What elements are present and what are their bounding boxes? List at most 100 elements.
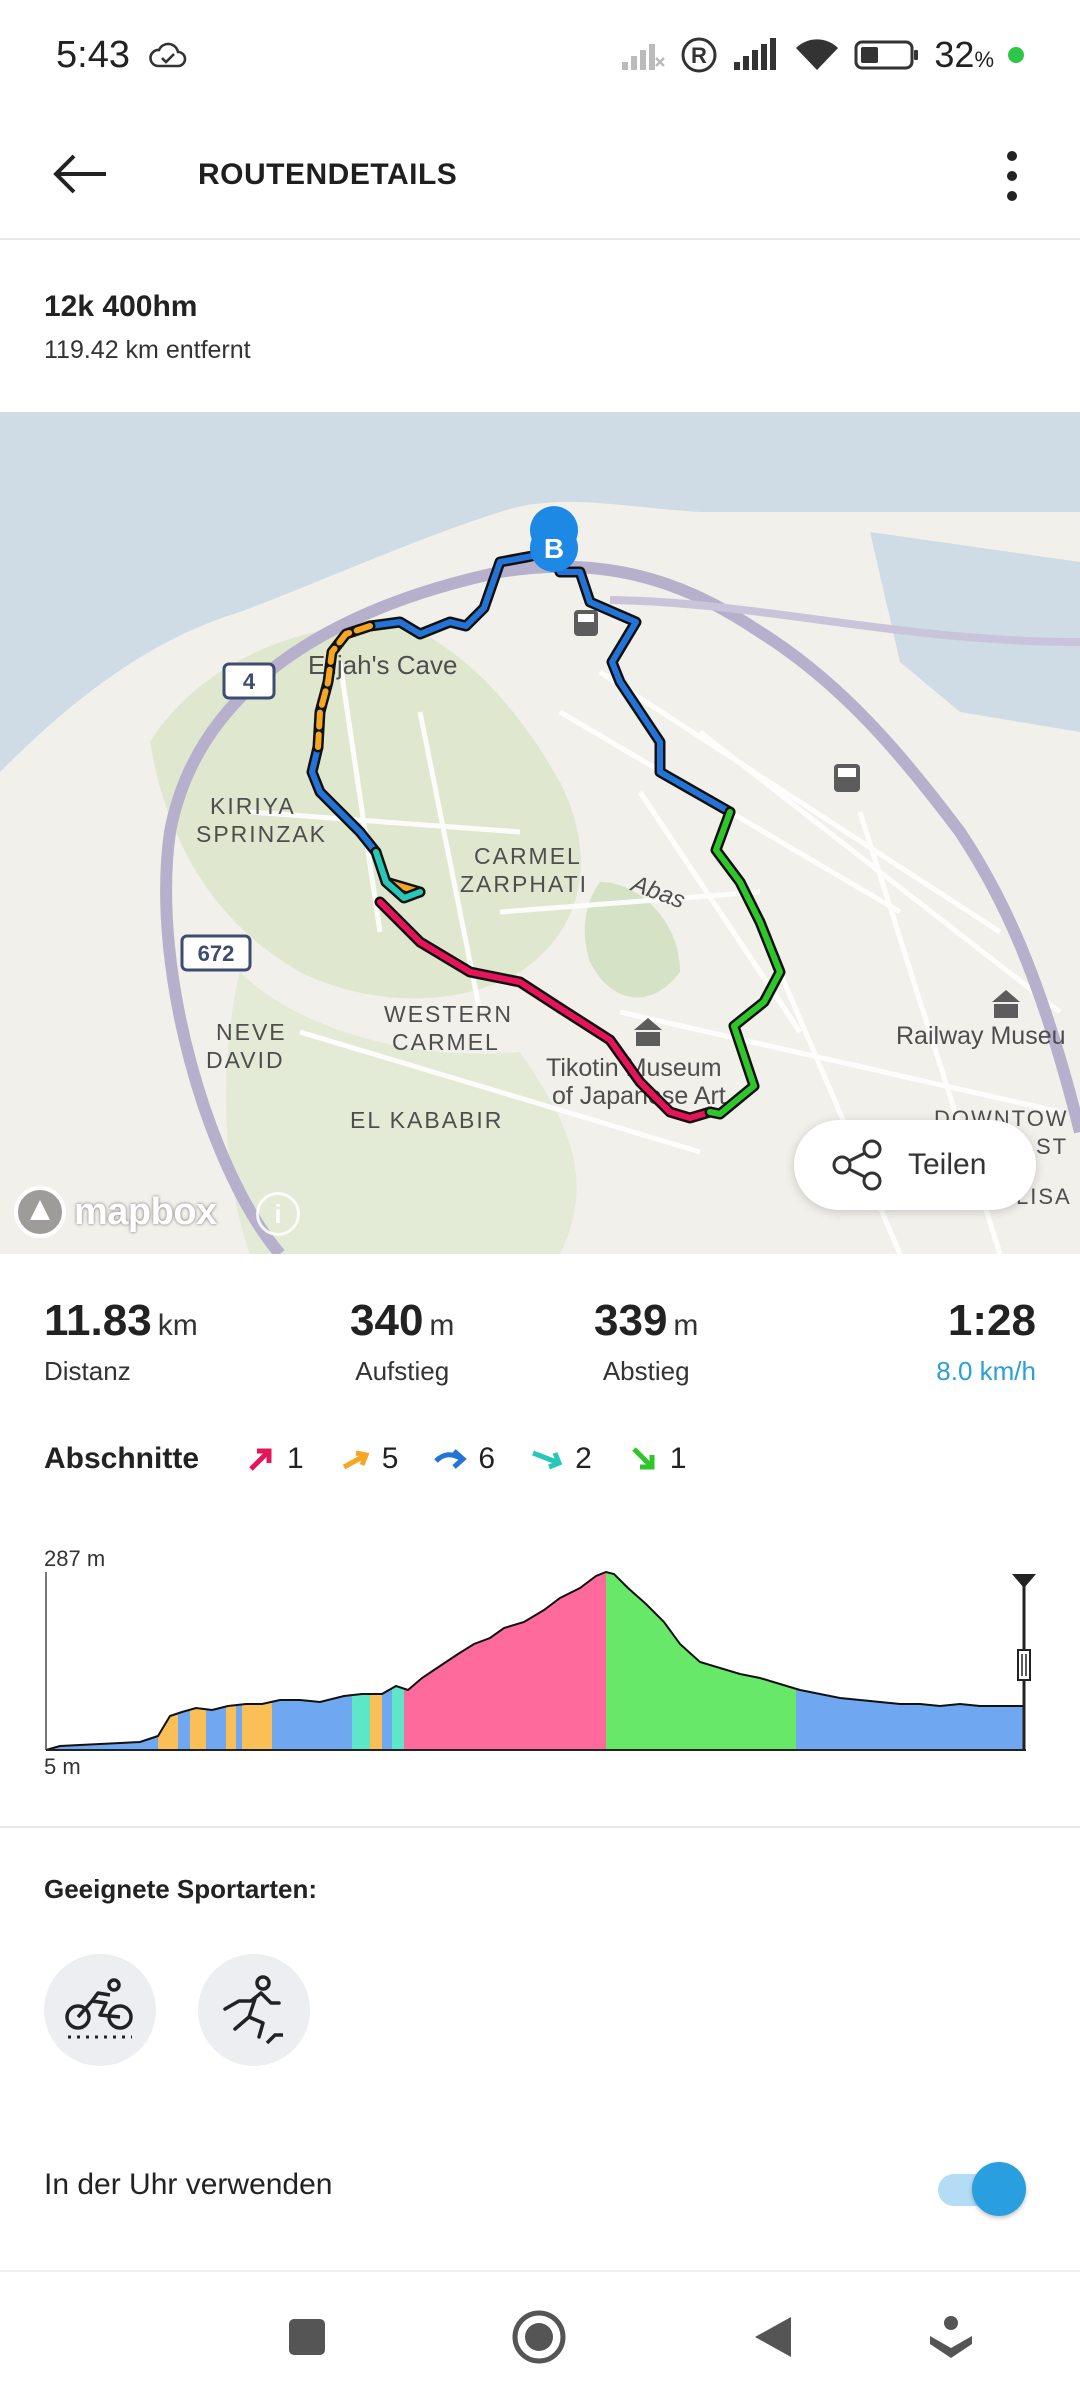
ascent-unit: m [429,1309,455,1342]
section-up: 5 [340,1442,399,1476]
page-title: ROUTENDETAILS [198,158,458,191]
route-name: 12k 400hm [44,290,198,323]
section-count: 1 [669,1442,687,1475]
stat-distance: 11.83 km Distanz [44,1296,198,1387]
battery-percent: 32% [934,34,994,75]
map-label-neve-david-1: NEVE [216,1019,287,1045]
road-shield-672: 672 [180,934,252,972]
mapbox-logo[interactable]: mapbox [12,1184,217,1240]
svg-text:R: R [691,43,707,68]
status-time: 5:43 [56,33,130,76]
mapbox-attribution: mapbox [74,1190,217,1233]
route-stats: 11.83 km Distanz 340 m Aufstieg 339 m Absti… [0,1296,1080,1386]
home-circle-icon [512,2310,566,2364]
status-bar: 5:43 R 32% [0,0,1080,110]
elevation-min-label: 5 m [44,1754,81,1779]
assistant-icon [930,2316,972,2358]
back-nav-button[interactable] [738,2302,808,2372]
route-end-marker[interactable]: B [530,506,578,572]
mapbox-icon [14,1186,66,1238]
info-icon[interactable]: i [256,1192,300,1236]
svg-text:4: 4 [243,669,256,694]
map-label-western-carmel-1: WESTERN [384,1001,513,1027]
more-vertical-icon [1007,151,1017,201]
road-shield-4: 4 [222,662,276,700]
section-count: 2 [575,1442,592,1475]
profile-position-cursor[interactable] [1012,1574,1036,1750]
route-distance-away: 119.42 km entfernt [44,336,251,364]
cloud-check-icon [148,40,188,70]
distance-label: Distanz [44,1356,131,1386]
route-map[interactable]: 4 672 Elijah's Cave KIRIYA SPRINZAK CARM… [0,412,1080,1254]
sections-legend: Abschnitte 1 5 6 2 1 [44,1434,722,1484]
toggle-thumb [972,2162,1026,2216]
section-steep-up: 1 [245,1442,304,1476]
no-signal-icon [620,38,666,72]
map-label-carmel-zarphati-2: ZARPHATI [460,871,588,897]
descent-label: Abstieg [602,1356,690,1386]
section-steep-down: 1 [628,1442,687,1476]
home-button[interactable] [504,2302,574,2372]
map-label-carmel-zarphati-1: CARMEL [474,843,582,869]
wifi-icon [794,38,840,72]
sport-trail-running-button[interactable] [198,1954,310,2066]
stat-ascent: 340 m Aufstieg [350,1296,454,1387]
back-button[interactable] [44,138,116,210]
privacy-dot [1008,47,1024,63]
recents-square-icon [289,2319,325,2355]
more-options-button[interactable] [984,140,1040,212]
average-speed: 8.0 km/h [936,1356,1036,1386]
arrow-slight-down-icon [532,1450,563,1470]
sports-title: Geeignete Sportarten: [44,1874,318,1904]
trail-running-icon [223,1975,283,2045]
section-count: 6 [478,1442,496,1475]
share-label: Teilen [908,1148,987,1181]
use-on-watch-label: In der Uhr verwenden [44,2168,333,2201]
elevation-profile[interactable] [0,1540,1080,1790]
descent-value: 339 [594,1296,668,1345]
descent-unit: m [673,1309,699,1342]
stat-descent: 339 m Abstieg [594,1296,698,1387]
ascent-value: 340 [350,1296,424,1345]
share-button[interactable]: Teilen [794,1120,1036,1210]
sport-cycling-button[interactable] [44,1954,156,2066]
arrow-slight-up-icon [342,1450,370,1470]
museum-icon [634,1018,662,1046]
arrow-left-icon [53,154,106,194]
arrow-right-icon [434,1449,468,1469]
map-label-kiriya: KIRIYA [210,793,296,819]
train-station-icon [574,610,598,636]
system-nav-bar [0,2270,1080,2400]
stat-duration: 1:28 8.0 km/h [936,1296,1036,1387]
sections-title: Abschnitte [44,1442,200,1475]
elevation-max-label: 287 m [44,1546,106,1571]
route-header: 12k 400hm 119.42 km entfernt [44,290,251,365]
section-count: 5 [381,1442,399,1475]
map-label-sprinzak: SPRINZAK [196,821,327,847]
status-icons: R 32% [620,34,1024,76]
duration-value: 1:28 [947,1296,1036,1345]
back-triangle-icon [755,2317,791,2357]
map-label-western-carmel-2: CARMEL [392,1029,500,1055]
section-flat: 6 [434,1442,495,1476]
arrow-up-right-icon [249,1448,272,1471]
top-app-bar: ROUTENDETAILS [0,110,1080,240]
map-label-el-kababir: EL KABABIR [350,1107,503,1133]
map-label-railway-museum: Railway Museu [896,1022,1066,1050]
train-station-icon [834,764,860,792]
museum-icon [992,990,1020,1018]
distance-value: 11.83 [44,1296,152,1345]
signal-icon [732,38,780,72]
share-icon [832,1139,882,1191]
recents-button[interactable] [272,2302,342,2372]
section-down: 2 [531,1442,592,1476]
map-label-downtown-2: ST [1036,1134,1068,1159]
use-on-watch-toggle[interactable] [938,2160,1030,2216]
battery-icon [854,39,920,71]
assistant-button[interactable] [916,2302,986,2372]
svg-text:B: B [544,533,564,564]
arrow-down-right-icon [631,1447,655,1470]
map-label-neve-david-2: DAVID [206,1047,285,1073]
registered-icon: R [680,36,718,74]
